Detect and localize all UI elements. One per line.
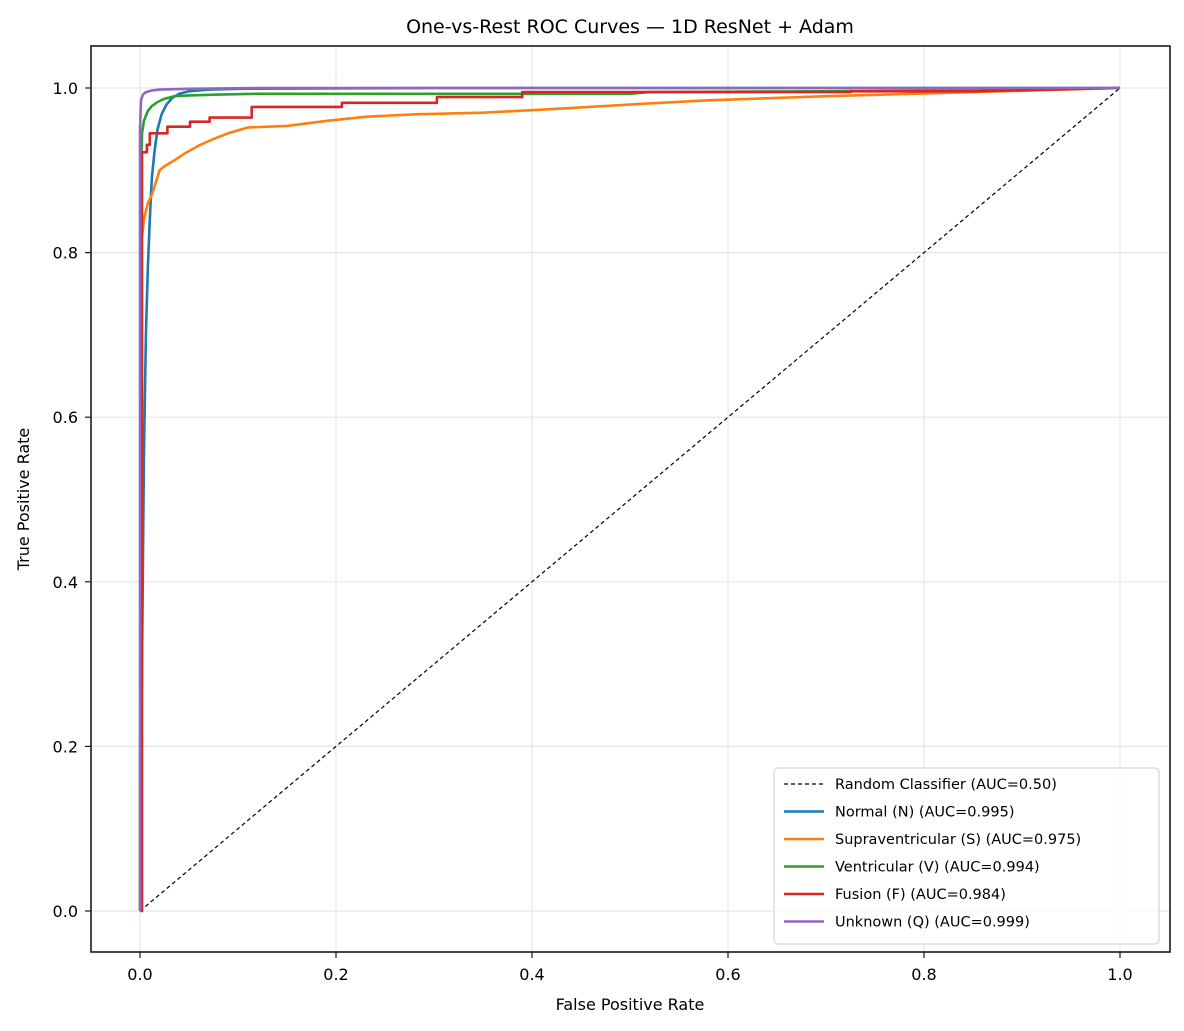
x-axis-label: False Positive Rate [556,995,705,1014]
x-tick-label: 0.6 [715,965,740,984]
y-tick-label: 0.0 [53,902,78,921]
y-tick-label: 0.4 [53,573,78,592]
x-tick-label: 0.4 [519,965,544,984]
x-tick-label: 0.8 [911,965,936,984]
ventricular-v-legend-label: Ventricular (V) (AUC=0.994) [835,860,1040,876]
random-classifier-legend-label: Random Classifier (AUC=0.50) [835,777,1057,793]
plot-frame [90,45,1171,953]
random-classifier-curve [139,87,1121,912]
x-tick-label: 0.0 [127,965,152,984]
x-tick-label: 0.2 [323,965,348,984]
y-tick-label: 0.6 [53,408,78,427]
y-tick-label: 0.8 [53,244,78,263]
y-axis-label: True Positive Rate [14,428,33,572]
supraventricular-s-curve [138,86,1121,912]
fusion-f-legend-label: Fusion (F) (AUC=0.984) [835,887,1006,903]
unknown-q-curve [138,86,1120,911]
y-axis-ticks: 0.0 0.2 0.4 0.6 0.8 1.0 [53,79,91,921]
legend-box [773,767,1160,945]
roc-curves [138,86,1121,913]
x-axis-ticks: 0.0 0.2 0.4 0.6 0.8 1.0 [127,952,1133,984]
fusion-f-curve [140,86,1121,913]
unknown-q-legend-label: Unknown (Q) (AUC=0.999) [835,915,1030,931]
supraventricular-s-legend-label: Supraventricular (S) (AUC=0.975) [835,832,1081,848]
x-tick-label: 1.0 [1107,965,1132,984]
y-tick-label: 0.2 [53,737,78,756]
y-tick-label: 1.0 [53,79,78,98]
normal-n-legend-label: Normal (N) (AUC=0.995) [835,805,1014,821]
legend: Random Classifier (AUC=0.50) Normal (N) (… [773,767,1160,945]
chart-title: One-vs-Rest ROC Curves — 1D ResNet + Ada… [406,16,854,38]
